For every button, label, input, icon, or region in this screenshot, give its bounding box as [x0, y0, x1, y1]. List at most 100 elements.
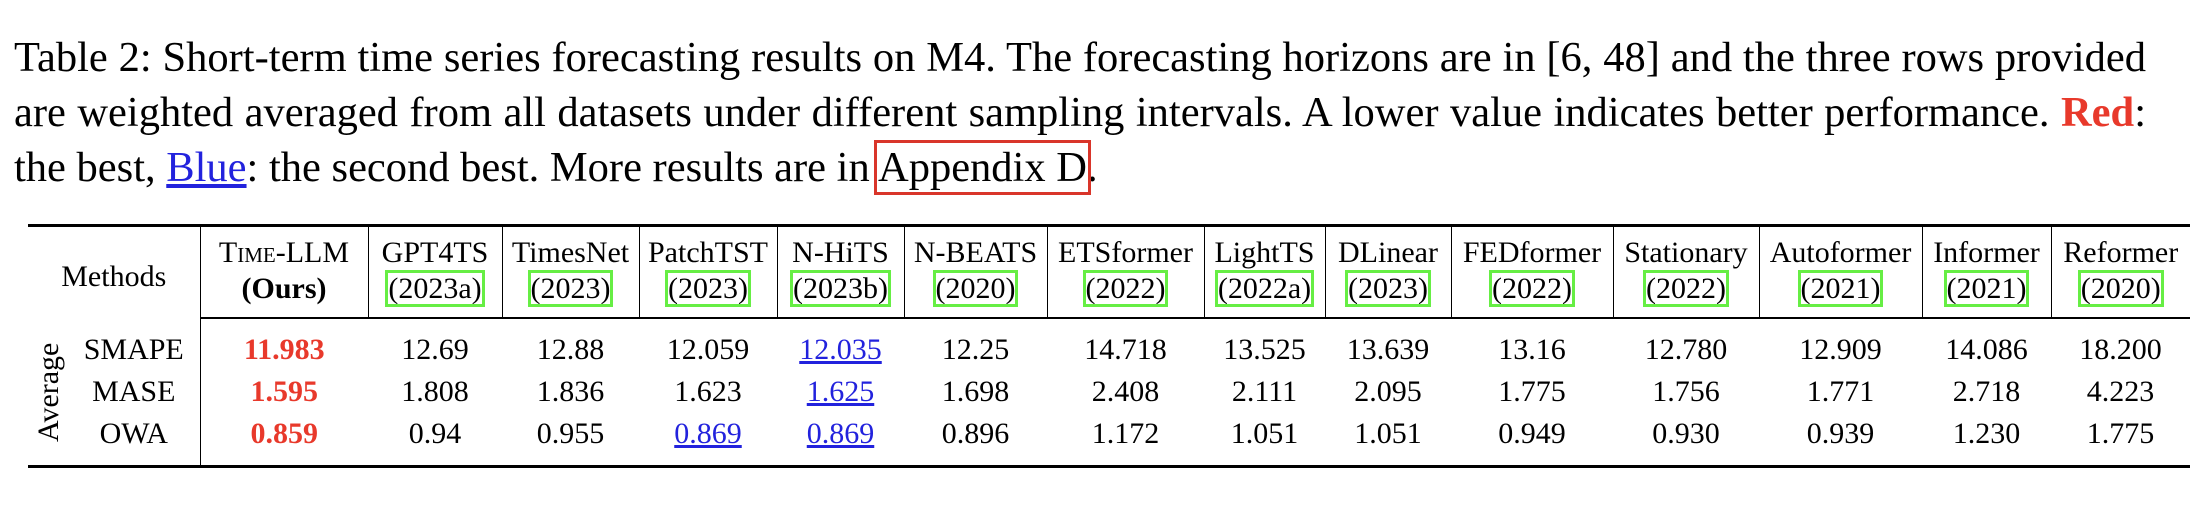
value-cell: 4.223 — [2051, 371, 2190, 413]
value-cell: 12.059 — [639, 318, 777, 371]
value: 12.780 — [1644, 333, 1728, 366]
metric-cell: OWA — [28, 413, 200, 468]
method-year: (2021) — [1760, 270, 1922, 307]
corner-label: Methods — [61, 259, 167, 293]
metric-name: OWA — [99, 417, 168, 450]
value-cell: 1.051 — [1204, 413, 1325, 468]
value: 14.718 — [1084, 333, 1167, 366]
value: 2.408 — [1091, 375, 1160, 408]
method-name: N-BEATS — [913, 236, 1038, 269]
value-cell: 12.88 — [502, 318, 639, 371]
header-cell: DLinear — [1324, 224, 1451, 271]
value-cell: 1.623 — [639, 371, 777, 413]
value: 1.172 — [1091, 417, 1160, 450]
value: 13.16 — [1498, 333, 1566, 366]
table-caption: Table 2: Short-term time series forecast… — [14, 30, 2146, 195]
value-cell: 13.639 — [1325, 318, 1451, 371]
value-cell: 0.869 — [639, 413, 777, 468]
header-cell: GPT4TS — [367, 224, 502, 271]
method-name: Informer — [1933, 236, 2040, 269]
caption-plain: : the best, — [14, 89, 2146, 191]
method-name: DLinear — [1338, 236, 1438, 269]
caption-boxed: Appendix D — [874, 140, 1091, 195]
value: 12.69 — [401, 333, 469, 366]
header-cell: LightTS — [1203, 224, 1325, 271]
value: 0.939 — [1806, 417, 1875, 450]
value-cell: 2.095 — [1325, 371, 1451, 413]
method-name: Stationary — [1624, 236, 1748, 269]
header-cell: Informer — [1921, 224, 2051, 271]
method-name: Reformer — [2063, 236, 2179, 269]
caption-blue-underline: Blue — [166, 144, 247, 191]
value: 14.086 — [1945, 333, 2028, 366]
citation-link: (2020) — [2077, 270, 2164, 307]
value: 1.051 — [1354, 417, 1422, 450]
method-year: (Ours) — [201, 271, 368, 307]
value-cell: 2.718 — [1922, 371, 2051, 413]
header-cell: (2021) — [1921, 270, 2051, 319]
value-cell: 0.94 — [368, 413, 502, 468]
value: 13.639 — [1346, 333, 1430, 366]
header-cell: Stationary — [1612, 224, 1759, 271]
value-cell: 2.408 — [1047, 371, 1204, 413]
value: 1.836 — [536, 375, 605, 408]
header-cell: (2022) — [1046, 270, 1204, 319]
citation-link: (2021) — [1797, 270, 1884, 307]
value: 0.955 — [536, 417, 605, 450]
header-cell: (2020) — [903, 270, 1047, 319]
value-cell: 2.111 — [1204, 371, 1325, 413]
value: 0.869 — [806, 417, 875, 450]
method-year: (2023) — [503, 270, 639, 307]
metric-name: MASE — [92, 375, 176, 408]
header-cell: (Ours) — [199, 271, 368, 319]
value-cell: 1.172 — [1047, 413, 1204, 468]
method-year: (2022a) — [1205, 270, 1325, 307]
value: 12.909 — [1799, 333, 1882, 366]
value: 1.756 — [1652, 375, 1720, 408]
citation-link: (2023a) — [385, 270, 485, 307]
header-cell: N-HiTS — [776, 224, 904, 271]
value: 1.771 — [1806, 375, 1875, 408]
value-cell: 0.939 — [1759, 413, 1922, 468]
citation-link: (2022) — [1489, 270, 1575, 307]
citation-link: (2020) — [932, 270, 1019, 307]
value: 4.223 — [2086, 375, 2155, 408]
value: 1.775 — [2086, 417, 2155, 450]
method-name: ETSformer — [1058, 236, 1193, 269]
header-cell: (2022) — [1612, 270, 1759, 319]
header-cell: (2022a) — [1203, 270, 1325, 319]
value-cell: 1.756 — [1613, 371, 1759, 413]
method-year: (2020) — [905, 270, 1047, 307]
value-cell: 14.718 — [1047, 318, 1204, 371]
value-cell: 0.869 — [777, 413, 904, 468]
value-cell: 12.780 — [1613, 318, 1759, 371]
caption-red-bold: Red — [2060, 89, 2135, 136]
method-year: (2023a) — [369, 270, 502, 307]
data-row: MASE 1.595 1.808 1.836 1.623 1.625 1.698 2.408 2… — [28, 371, 2190, 413]
value-cell: 1.625 — [777, 371, 904, 413]
ours-label: (Ours) — [241, 272, 327, 305]
method-year: (2023) — [640, 270, 777, 307]
value: 1.625 — [806, 375, 875, 408]
value-cell: 1.595 — [199, 371, 368, 413]
header-cell: Time-LLM — [199, 224, 368, 271]
value: 0.859 — [250, 417, 319, 450]
value: 0.949 — [1498, 417, 1566, 450]
value-cell: 14.086 — [1922, 318, 2051, 371]
value: 1.230 — [1952, 417, 2021, 450]
method-name: LightTS — [1214, 236, 1315, 269]
citation-link: (2022a) — [1214, 270, 1315, 307]
data-row: Average SMAPE 11.983 12.69 12.88 12.059 12.035… — [28, 318, 2190, 442]
value: 0.896 — [941, 417, 1010, 450]
value-cell: 1.051 — [1325, 413, 1451, 468]
citation-link: (2023) — [665, 270, 751, 307]
value-cell: 12.035 — [777, 318, 904, 371]
caption-plain: : the second best. More results are in — [246, 144, 878, 191]
value-cell: 1.698 — [904, 371, 1047, 413]
metric-cell: Average SMAPE — [28, 318, 200, 442]
citation-link: (2023b) — [790, 270, 891, 307]
value: 12.25 — [941, 333, 1010, 366]
header-cell: FEDformer — [1450, 224, 1613, 271]
value-cell: 1.230 — [1922, 413, 2051, 468]
